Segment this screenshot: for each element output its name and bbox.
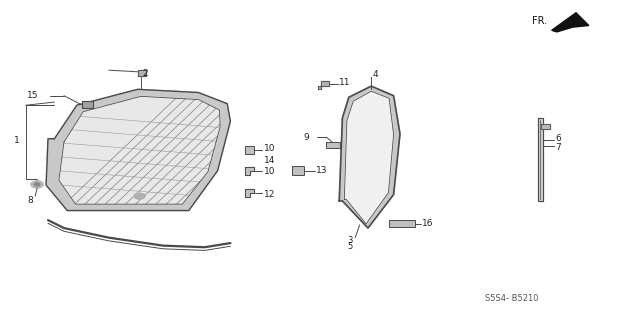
- Polygon shape: [339, 86, 400, 228]
- Text: 8: 8: [27, 197, 33, 205]
- Text: 10: 10: [264, 145, 275, 153]
- FancyBboxPatch shape: [389, 220, 415, 227]
- FancyBboxPatch shape: [326, 142, 340, 148]
- Polygon shape: [59, 96, 220, 204]
- Text: 1: 1: [14, 136, 20, 145]
- Polygon shape: [541, 124, 550, 129]
- Text: 7: 7: [555, 143, 561, 152]
- Text: FR.: FR.: [532, 16, 547, 26]
- FancyBboxPatch shape: [246, 146, 254, 154]
- Polygon shape: [138, 70, 146, 76]
- Text: 16: 16: [422, 219, 434, 228]
- Text: 15: 15: [27, 91, 38, 100]
- Polygon shape: [552, 13, 589, 32]
- Polygon shape: [344, 91, 394, 224]
- Text: 12: 12: [264, 190, 275, 199]
- Ellipse shape: [34, 182, 40, 186]
- Ellipse shape: [31, 181, 44, 188]
- Text: 3: 3: [347, 236, 352, 245]
- Ellipse shape: [134, 193, 145, 199]
- Text: 10: 10: [264, 167, 275, 176]
- Text: 11: 11: [339, 78, 351, 87]
- Text: 4: 4: [372, 70, 378, 78]
- Polygon shape: [538, 118, 543, 201]
- FancyBboxPatch shape: [82, 101, 93, 108]
- Text: 9: 9: [303, 133, 309, 142]
- Text: 2: 2: [142, 69, 148, 78]
- Text: 6: 6: [555, 134, 561, 143]
- Polygon shape: [318, 81, 329, 89]
- Text: S5S4- B5210: S5S4- B5210: [485, 294, 539, 303]
- Polygon shape: [246, 189, 254, 197]
- Text: 14: 14: [264, 156, 275, 165]
- Polygon shape: [46, 89, 230, 211]
- Text: 13: 13: [316, 166, 328, 175]
- FancyBboxPatch shape: [292, 166, 304, 175]
- Text: 5: 5: [347, 242, 352, 251]
- Polygon shape: [246, 167, 254, 175]
